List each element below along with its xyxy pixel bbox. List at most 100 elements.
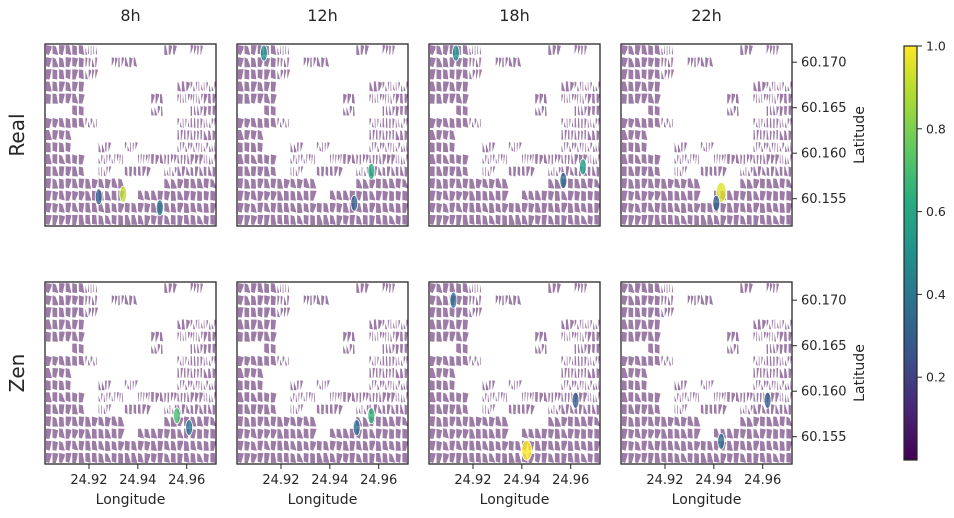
map-cell [92, 355, 97, 368]
map-cell [355, 439, 364, 452]
map-cell [784, 80, 788, 93]
map-cell [563, 390, 568, 404]
map-cell [586, 379, 592, 392]
map-cell [534, 330, 541, 343]
map-cell [589, 80, 594, 94]
map-cell [448, 80, 457, 93]
map-cell [376, 354, 380, 368]
map-cell [783, 378, 789, 392]
map-cell [243, 403, 253, 416]
map-cell [775, 44, 781, 57]
map-cell [243, 201, 252, 214]
map-cell [368, 451, 376, 464]
map-cell [554, 415, 563, 428]
map-cell [514, 201, 523, 214]
map-cell [283, 439, 291, 452]
map-cell [571, 117, 575, 130]
map-cell [51, 330, 60, 343]
map-cell [560, 213, 568, 226]
map-cell [772, 201, 780, 215]
map-cell [371, 152, 376, 166]
map-cell [718, 153, 722, 166]
map-cell [371, 390, 376, 404]
map-cell [592, 153, 596, 166]
map-cell [577, 354, 581, 367]
map-cell [580, 354, 584, 367]
map-cell [77, 306, 85, 319]
map-cell [286, 306, 292, 320]
map-cell [71, 439, 80, 453]
map-cell [263, 189, 272, 202]
map-cell [481, 402, 485, 417]
map-cell [176, 427, 186, 440]
map-cell [160, 342, 164, 355]
map-cell [693, 201, 703, 214]
map-cell [468, 439, 476, 452]
map-cell [371, 330, 374, 343]
x-tick-label: 24.94 [119, 473, 156, 488]
map-cell [394, 116, 399, 130]
map-cell [71, 403, 80, 416]
map-cell [184, 379, 190, 392]
map-cell [91, 415, 100, 428]
map-cell [326, 379, 331, 391]
map-cell [163, 189, 172, 202]
map-cell [315, 403, 321, 416]
map-cell [470, 355, 476, 368]
map-cell [671, 282, 675, 295]
map-cell [51, 128, 60, 142]
map-cell [769, 342, 774, 356]
map-cell [668, 117, 673, 130]
map-cell [359, 282, 366, 295]
map-cell [752, 451, 760, 464]
map-cell [573, 342, 577, 355]
map-cell [757, 116, 761, 129]
map-cell [707, 140, 711, 154]
map-cell [209, 439, 216, 452]
map-cell [351, 92, 356, 105]
map-cell [305, 391, 309, 405]
map-cell [202, 92, 210, 105]
map-cell [400, 80, 404, 93]
panel-frame [236, 43, 409, 227]
map-cell [746, 427, 754, 440]
map-cell [627, 141, 635, 154]
map-cell [547, 282, 553, 295]
map-cell [110, 213, 118, 226]
map-cell [58, 165, 66, 178]
map-cell [322, 201, 331, 214]
map-cell [759, 415, 766, 428]
highlight-cell [521, 439, 533, 461]
map-cell [108, 403, 113, 416]
map-cell [660, 189, 669, 202]
map-cell [778, 177, 786, 190]
map-cell [515, 378, 519, 392]
map-cell [525, 403, 532, 416]
map-cell [179, 92, 182, 105]
map-cell [71, 294, 80, 307]
map-cell [403, 92, 408, 105]
map-cell [71, 427, 80, 440]
map-cell [269, 439, 278, 452]
map-cell [375, 128, 379, 142]
map-cell [732, 427, 741, 440]
map-cell [389, 378, 393, 392]
map-cell [283, 213, 291, 226]
map-cell [388, 342, 393, 355]
map-cell [640, 354, 648, 367]
map-cell [634, 403, 642, 416]
map-cell [209, 201, 216, 214]
column-title-12h: 12h [307, 6, 338, 25]
map-cell [179, 390, 184, 404]
map-cell [778, 451, 786, 464]
map-cell [621, 165, 628, 178]
map-cell [778, 354, 783, 368]
map-cell [194, 165, 200, 178]
map-cell [752, 366, 757, 380]
map-cell [243, 427, 252, 440]
map-cell [297, 152, 301, 167]
map-cell [547, 165, 552, 178]
map-cell [478, 306, 484, 320]
map-cell [197, 378, 201, 392]
